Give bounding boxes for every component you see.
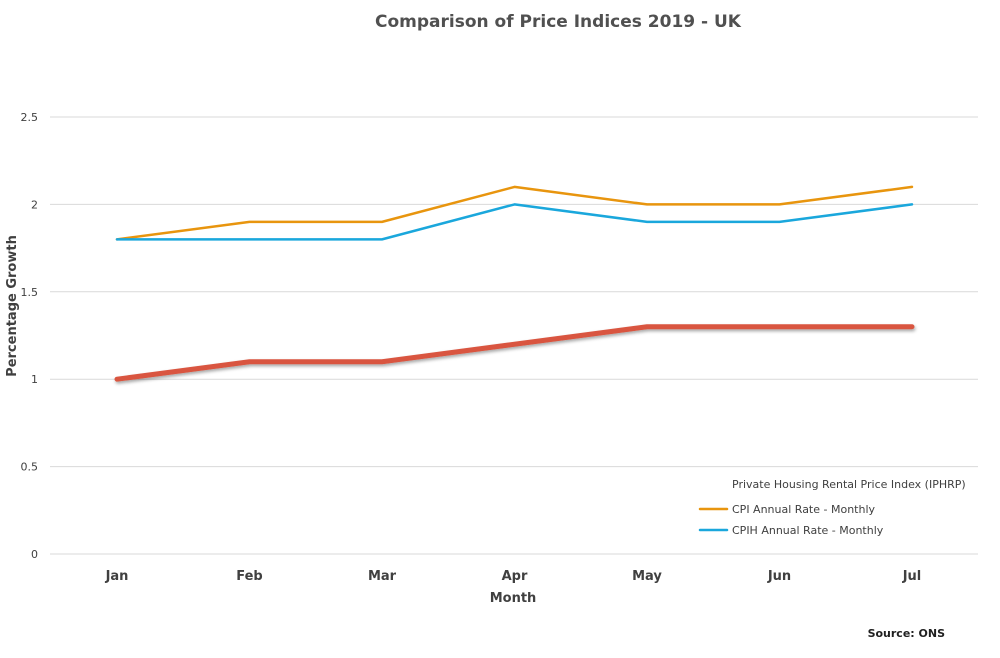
legend-label: Private Housing Rental Price Index (IPHR… xyxy=(732,478,966,491)
y-axis-label: Percentage Growth xyxy=(5,235,20,377)
x-tick-label: Jul xyxy=(902,569,922,584)
legend-label: CPI Annual Rate - Monthly xyxy=(732,503,876,516)
y-tick-label: 1.5 xyxy=(21,286,39,299)
x-tick-label: Jan xyxy=(105,569,129,584)
series-line-2 xyxy=(115,203,914,241)
y-tick-label: 2.5 xyxy=(21,111,39,124)
source-note: Source: ONS xyxy=(868,627,946,640)
x-tick-label: Jun xyxy=(767,569,791,584)
x-tick-label: May xyxy=(632,569,662,584)
x-tick-label: Feb xyxy=(236,569,262,584)
y-tick-label: 2 xyxy=(31,198,38,211)
series-line-1 xyxy=(115,185,914,241)
y-axis-ticks: 0 0.5 1 1.5 2 2.5 xyxy=(21,111,39,561)
y-tick-label: 0 xyxy=(31,548,38,561)
chart-title: Comparison of Price Indices 2019 - UK xyxy=(375,12,742,32)
x-tick-label: Mar xyxy=(368,569,397,584)
y-tick-label: 0.5 xyxy=(21,461,39,474)
y-tick-label: 1 xyxy=(31,373,38,386)
x-axis-ticks: Jan Feb Mar Apr May Jun Jul xyxy=(105,569,922,584)
legend-label: CPIH Annual Rate - Monthly xyxy=(732,524,884,537)
x-tick-label: Apr xyxy=(502,569,528,584)
legend: Private Housing Rental Price Index (IPHR… xyxy=(697,478,966,537)
series-lines xyxy=(114,185,915,382)
x-axis-label: Month xyxy=(490,591,537,606)
series-line-0 xyxy=(114,324,915,382)
